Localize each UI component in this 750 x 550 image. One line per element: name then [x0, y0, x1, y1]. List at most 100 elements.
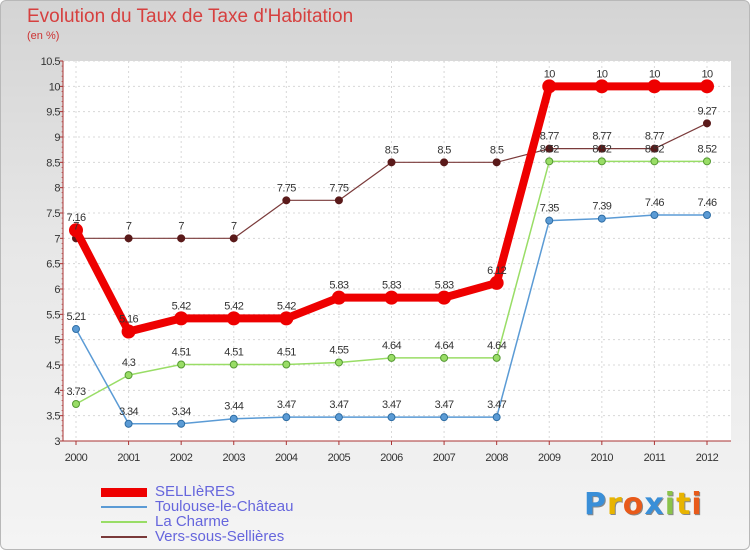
data-point — [121, 324, 136, 339]
x-tick-label: 2012 — [696, 452, 719, 464]
data-label: 8.52 — [645, 143, 664, 155]
data-label: 8.5 — [490, 144, 504, 156]
data-label: 7 — [178, 220, 184, 232]
legend-label: La Charme — [155, 513, 230, 530]
data-point — [282, 196, 291, 205]
data-label: 4.55 — [329, 344, 348, 356]
x-tick-label: 2005 — [328, 452, 351, 464]
data-label: 8.5 — [385, 144, 399, 156]
data-point — [124, 234, 133, 243]
series-1 — [72, 211, 711, 428]
data-label: 4.64 — [382, 340, 401, 352]
x-tick-label: 2006 — [380, 452, 403, 464]
data-point — [492, 413, 501, 422]
data-label: 8.52 — [540, 143, 559, 155]
data-point — [440, 413, 449, 422]
data-point — [489, 275, 504, 290]
y-tick-label: 7 — [54, 233, 60, 245]
y-tick-label: 10 — [49, 81, 61, 93]
data-point — [545, 216, 554, 225]
data-label: 8.77 — [645, 131, 664, 143]
data-label: 5.42 — [172, 300, 191, 312]
proxiti-logo: Proxiti — [584, 487, 703, 522]
data-point — [124, 419, 133, 428]
data-point — [650, 144, 659, 153]
data-label: 5.21 — [66, 311, 85, 323]
data-point — [703, 157, 711, 166]
y-tick-label: 8 — [54, 183, 60, 195]
legend-label: Vers-sous-Sellières — [155, 528, 285, 545]
legend-swatch — [101, 506, 147, 508]
data-label: 7 — [126, 220, 132, 232]
data-label: 8.77 — [540, 131, 559, 143]
data-label: 7.35 — [540, 203, 559, 215]
data-label: 8.52 — [697, 143, 716, 155]
data-label: 4.64 — [487, 340, 506, 352]
data-label: 8.77 — [592, 131, 611, 143]
data-label: 8.5 — [437, 144, 451, 156]
data-label: 3.47 — [382, 399, 401, 411]
chart-title: Evolution du Taux de Taxe d'Habitation — [27, 6, 354, 27]
legend-swatch — [101, 521, 147, 523]
x-tick-label: 2009 — [538, 452, 561, 464]
y-tick-label: 5.5 — [46, 309, 60, 321]
data-point — [174, 311, 189, 326]
x-tick-label: 2007 — [433, 452, 456, 464]
x-tick-label: 2000 — [65, 452, 88, 464]
plot-area — [63, 61, 731, 441]
data-label: 3.47 — [329, 399, 348, 411]
data-point — [177, 419, 186, 428]
x-tick-label: 2001 — [117, 452, 140, 464]
data-label: 10 — [544, 68, 556, 80]
data-point — [72, 400, 80, 409]
data-point — [387, 158, 396, 167]
y-tick-label: 5 — [54, 335, 60, 347]
data-point — [492, 353, 501, 362]
legend-swatch — [101, 487, 147, 497]
data-label: 3.34 — [172, 406, 191, 418]
y-tick-label: 8.5 — [46, 157, 60, 169]
data-point — [177, 234, 186, 243]
data-label: 5.83 — [382, 280, 401, 292]
series-2 — [72, 157, 711, 409]
data-point — [440, 158, 449, 167]
data-point — [597, 214, 606, 223]
data-point — [700, 79, 714, 94]
data-label: 5.42 — [277, 300, 296, 312]
data-label: 7.75 — [329, 182, 348, 194]
y-tick-label: 4.5 — [46, 360, 60, 372]
data-point — [279, 311, 294, 326]
data-label: 5.83 — [329, 280, 348, 292]
data-point — [331, 290, 346, 305]
y-tick-label: 4 — [54, 385, 60, 397]
data-point — [542, 79, 557, 94]
data-label: 4.51 — [172, 346, 191, 358]
data-point — [226, 311, 241, 326]
data-label: 7.46 — [697, 197, 716, 209]
data-label: 3.47 — [435, 399, 454, 411]
x-tick-label: 2004 — [275, 452, 298, 464]
data-point — [703, 211, 711, 220]
data-point — [650, 211, 659, 220]
legend-swatch — [101, 536, 147, 538]
y-tick-label: 10.5 — [41, 56, 61, 68]
data-label: 6.12 — [487, 265, 506, 277]
data-point — [594, 79, 609, 94]
data-point — [124, 371, 133, 380]
data-label: 5.83 — [435, 280, 454, 292]
data-point — [647, 79, 662, 94]
y-tick-label: 3 — [54, 436, 60, 448]
data-point — [229, 360, 238, 369]
data-point — [703, 119, 711, 128]
x-tick-label: 2002 — [170, 452, 193, 464]
data-point — [69, 223, 83, 238]
data-point — [72, 325, 80, 334]
y-tick-label: 3.5 — [46, 411, 60, 423]
x-tick-label: 2008 — [485, 452, 508, 464]
data-point — [387, 413, 396, 422]
data-label: 4.3 — [122, 357, 136, 369]
data-label: 10 — [649, 68, 661, 80]
data-label: 5.42 — [224, 300, 243, 312]
